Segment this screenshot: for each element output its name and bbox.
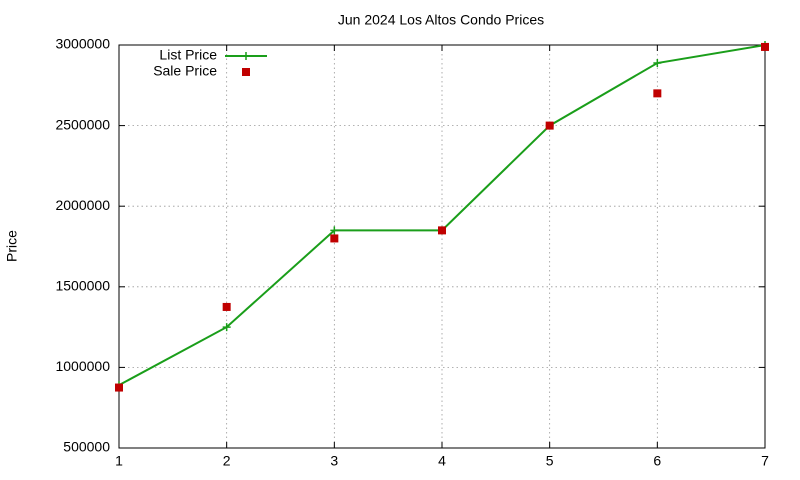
- x-tick-label: 4: [438, 453, 446, 469]
- marker-plus: [330, 226, 339, 235]
- y-tick-label: 2500000: [55, 116, 110, 132]
- marker-plus: [242, 52, 250, 60]
- x-tick-label: 7: [761, 453, 769, 469]
- marker-plus: [653, 59, 662, 68]
- marker-square: [242, 68, 250, 76]
- marker-square: [653, 89, 662, 98]
- chart-title: Jun 2024 Los Altos Condo Prices: [338, 12, 544, 28]
- y-tick-label: 2000000: [55, 197, 110, 213]
- x-tick-label: 1: [115, 453, 123, 469]
- y-tick-label: 3000000: [55, 36, 110, 52]
- marker-plus: [222, 323, 231, 332]
- marker-square: [545, 121, 554, 130]
- x-tick-label: 3: [330, 453, 338, 469]
- marker-square: [222, 302, 231, 311]
- marker-square: [438, 226, 446, 235]
- marker-square: [115, 383, 123, 392]
- plot-frame: [118, 44, 766, 449]
- marker-square: [330, 234, 339, 243]
- legend-label: List Price: [159, 47, 217, 63]
- y-tick-label: 500000: [63, 439, 110, 455]
- y-axis-label: Price: [4, 230, 20, 262]
- x-tick-label: 5: [546, 453, 554, 469]
- y-tick-label: 1500000: [55, 278, 110, 294]
- legend-label: Sale Price: [153, 63, 217, 79]
- x-tick-label: 6: [653, 453, 661, 469]
- x-tick-label: 2: [223, 453, 231, 469]
- y-tick-label: 1000000: [55, 358, 110, 374]
- marker-square: [761, 42, 769, 51]
